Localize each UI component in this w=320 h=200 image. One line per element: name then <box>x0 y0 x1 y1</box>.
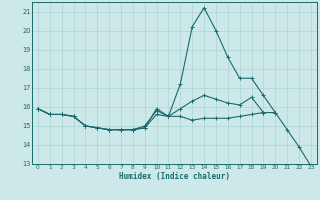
X-axis label: Humidex (Indice chaleur): Humidex (Indice chaleur) <box>119 172 230 181</box>
